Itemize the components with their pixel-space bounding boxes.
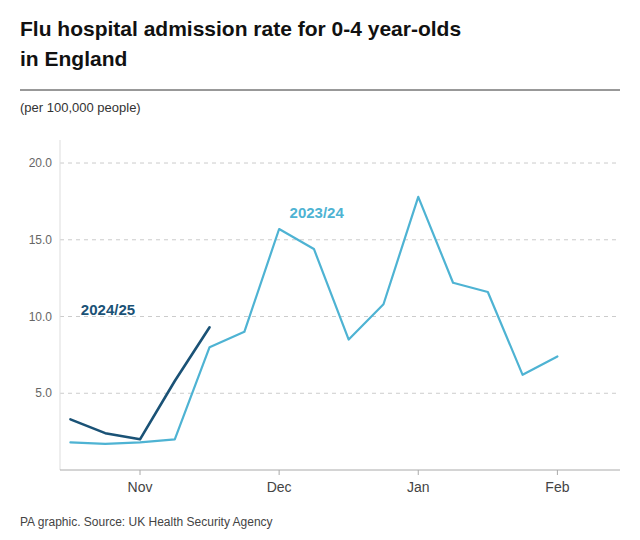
title: in England: [20, 47, 127, 70]
annotation: 2023/24: [290, 204, 345, 221]
grid-line: [60, 163, 620, 164]
chart: Flu hospital admission rate for 0-4 year…: [0, 0, 640, 540]
y-tick-label: 20.0: [29, 156, 53, 170]
background: [0, 0, 640, 540]
y-tick-label: 15.0: [29, 233, 53, 247]
x-tick-label: Jan: [407, 479, 430, 495]
x-tick: [557, 470, 558, 475]
plot-area: [70, 197, 557, 444]
x-tick-label: Nov: [128, 479, 153, 495]
line: [70, 327, 209, 439]
x-tick-label: Feb: [545, 479, 569, 495]
x-tick: [279, 470, 280, 475]
grid-line: [60, 239, 620, 240]
source: PA graphic. Source: UK Health Security A…: [20, 515, 273, 529]
line: [70, 197, 557, 444]
y-tick-label: 10.0: [29, 310, 53, 324]
x-axis: Nov Dec Jan Feb: [60, 470, 620, 495]
grid-line: [60, 393, 620, 394]
annotation: 2024/25: [81, 301, 135, 318]
y-tick-label: 5.0: [35, 386, 52, 400]
x-tick: [140, 470, 141, 475]
x-axis-line: [60, 470, 620, 471]
y-axis: 5.0 10.0 15.0 20.0: [29, 140, 620, 470]
x-tick-label: Dec: [267, 479, 292, 495]
title-rule: [20, 90, 620, 91]
x-tick: [418, 470, 419, 475]
title: Flu hospital admission rate for 0-4 year…: [20, 17, 461, 40]
y-axis-line: [60, 140, 61, 470]
annotations: 2023/24 2024/25: [81, 204, 345, 318]
subtitle: (per 100,000 people): [20, 100, 141, 115]
